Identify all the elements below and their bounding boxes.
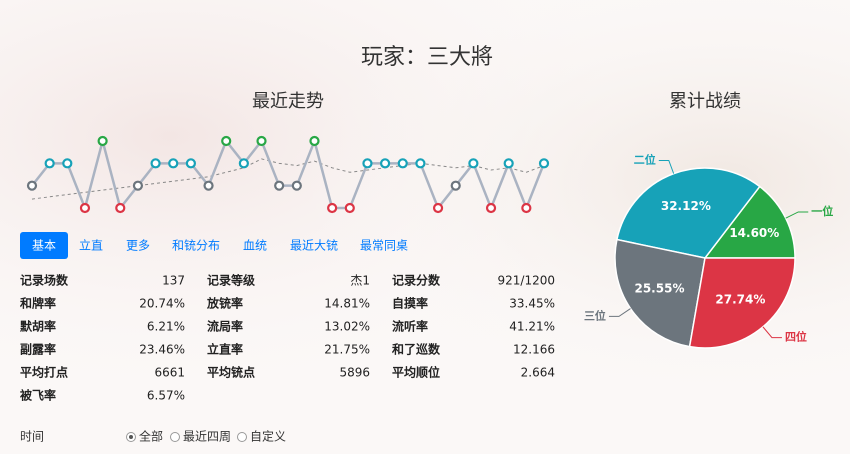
trend-point	[203, 180, 214, 191]
trend-point	[221, 135, 232, 147]
trend-point	[309, 135, 320, 147]
trend-point	[415, 158, 426, 169]
stat-value: 12.166	[513, 343, 555, 357]
stat-value: 5896	[339, 366, 370, 380]
pie-leader	[608, 308, 631, 317]
stat-label: 平均顺位	[392, 365, 440, 380]
stat-value: 41.21%	[509, 320, 555, 334]
pie-category-label: 四位	[785, 330, 807, 344]
pie-title: 累计战绩	[669, 91, 741, 112]
radio-label[interactable]: 全部	[139, 429, 163, 444]
trend-point	[44, 158, 55, 169]
trend-average	[31, 158, 545, 200]
trend-point	[503, 158, 514, 169]
stat-value: 6661	[154, 366, 185, 380]
stat-label: 记录分数	[392, 273, 441, 288]
page-title: 玩家：三大將	[361, 45, 493, 70]
trend-point	[256, 135, 267, 147]
tab[interactable]: 血统	[243, 239, 267, 253]
tab[interactable]: 基本	[32, 239, 56, 253]
pie-slice	[703, 185, 796, 259]
stat-value: 6.57%	[147, 389, 185, 403]
stat-label: 记录等级	[207, 273, 255, 288]
stat-label: 放铳率	[206, 296, 243, 311]
pie-value-label: 27.74%	[715, 293, 765, 307]
trend-point	[538, 158, 550, 169]
trend-point	[62, 158, 73, 169]
pie-slice	[616, 167, 761, 259]
trend-point	[521, 202, 532, 214]
pie-slice	[614, 238, 706, 348]
stat-value: 杰1	[350, 274, 370, 288]
pie-category-label: 三位	[584, 308, 606, 322]
trend-point	[291, 180, 302, 191]
pie-value-label: 25.55%	[634, 281, 684, 295]
trend-point	[344, 202, 355, 214]
radio[interactable]	[170, 432, 180, 442]
trend-title: 最近走势	[252, 91, 324, 112]
pie-leader	[785, 211, 809, 219]
stat-label: 和了巡数	[391, 342, 441, 357]
stat-label: 自摸率	[392, 296, 428, 311]
tab[interactable]: 立直	[79, 238, 103, 253]
active-tab-bg	[20, 232, 68, 259]
trend-point	[432, 202, 444, 214]
pie-value-label: 14.60%	[729, 226, 779, 240]
stat-value: 14.81%	[324, 297, 370, 311]
trend-point	[79, 202, 91, 214]
stat-label: 流听率	[392, 319, 428, 334]
stat-value: 33.45%	[509, 297, 555, 311]
tab[interactable]: 最近大铳	[290, 239, 338, 253]
stat-label: 平均打点	[20, 365, 68, 380]
radio-label[interactable]: 最近四周	[183, 430, 231, 444]
stat-label: 和牌率	[19, 296, 56, 311]
stat-label: 被飞率	[20, 388, 56, 403]
pie-category-label: 一位	[811, 204, 833, 218]
stat-label: 默胡率	[20, 319, 56, 334]
radio[interactable]	[237, 432, 247, 442]
pie-category-label: 二位	[634, 153, 656, 167]
pie-leader	[658, 160, 675, 174]
tab[interactable]: 更多	[126, 239, 150, 253]
trend-point	[97, 135, 108, 147]
stat-label: 流局率	[207, 319, 243, 334]
trend-point	[397, 158, 408, 169]
stat-label: 平均铳点	[207, 365, 255, 380]
stat-value: 23.46%	[139, 343, 185, 357]
pie-leader	[762, 326, 782, 339]
stat-label: 副露率	[20, 342, 56, 357]
filter-label: 时间	[20, 430, 44, 444]
trend-point	[327, 202, 338, 214]
trend-point	[115, 202, 126, 214]
stat-value: 13.02%	[324, 320, 370, 334]
trend-point	[185, 158, 196, 169]
trend-point	[468, 158, 479, 169]
stat-value: 921/1200	[498, 274, 556, 288]
trend-point	[132, 180, 144, 191]
stat-value: 21.75%	[324, 343, 370, 357]
stat-value: 2.664	[521, 366, 555, 380]
trend-point	[238, 158, 249, 169]
stat-label: 立直率	[207, 342, 243, 357]
trend-point	[274, 180, 285, 191]
pie-value-label: 32.12%	[661, 199, 711, 213]
radio-dot	[129, 435, 133, 439]
stat-value: 137	[162, 274, 185, 288]
tab[interactable]: 最常同桌	[360, 239, 408, 253]
trend-point	[168, 158, 179, 169]
trend-point	[150, 158, 161, 169]
trend-point	[450, 180, 461, 191]
stat-value: 6.21%	[147, 320, 185, 334]
trend-point	[380, 158, 391, 169]
pie-slice	[688, 257, 796, 349]
tab[interactable]: 和铳分布	[172, 239, 220, 253]
stat-value: 20.74%	[139, 297, 185, 311]
trend-point	[485, 202, 497, 214]
trend-point	[362, 158, 373, 169]
stat-label: 记录场数	[20, 273, 69, 288]
radio-label[interactable]: 自定义	[250, 429, 286, 444]
trend-point	[26, 180, 38, 191]
